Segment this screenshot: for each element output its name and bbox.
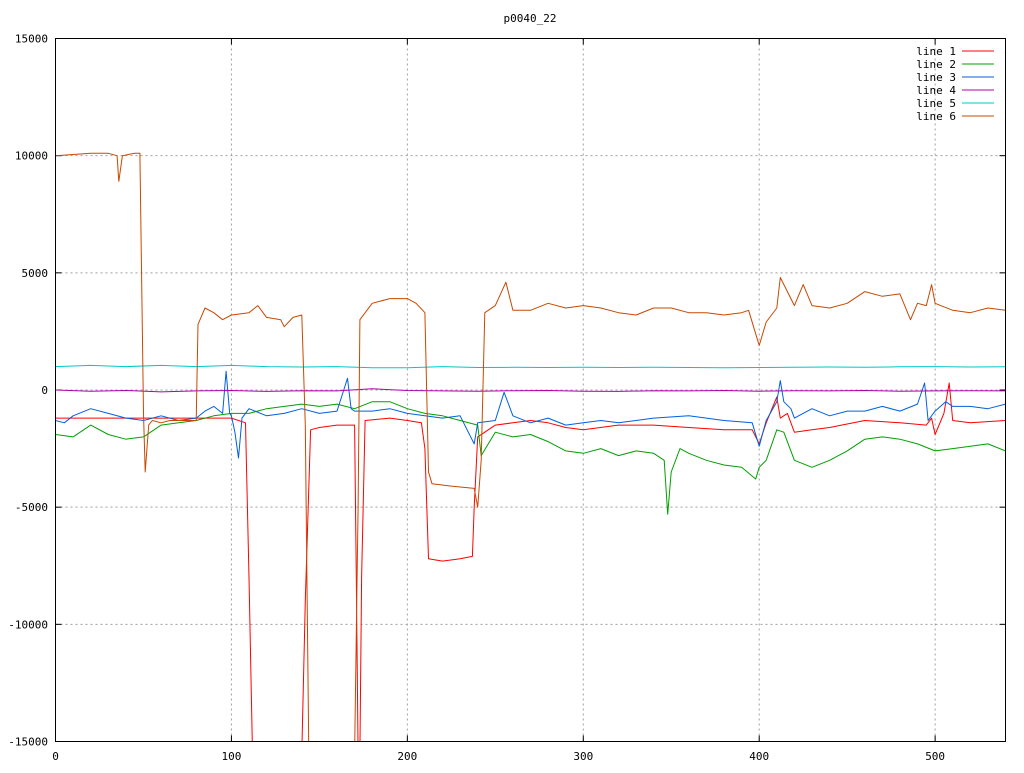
y-tick-label: 10000 — [15, 150, 48, 163]
x-tick-label: 300 — [573, 750, 593, 763]
series-line-6 — [55, 152, 1006, 742]
legend-label: line 6 — [916, 110, 956, 123]
y-tick-label: 15000 — [15, 33, 48, 46]
y-tick-label: -15000 — [8, 736, 48, 749]
legend-label: line 4 — [916, 84, 956, 97]
series-line-2 — [55, 401, 1006, 515]
series-layer — [55, 152, 1006, 742]
legend-label: line 3 — [916, 71, 956, 84]
y-tick-label: -5000 — [15, 501, 48, 514]
x-tick-label: 400 — [749, 750, 769, 763]
grid-lines — [55, 38, 1006, 742]
legend-label: line 2 — [916, 58, 956, 71]
series-line-3 — [55, 370, 1006, 459]
legend-label: line 5 — [916, 97, 956, 110]
x-tick-label: 0 — [52, 750, 59, 763]
axis-ticks: 0 100 200 300 400 500 -15000 -10000 -5000 0 5000 10… — [8, 33, 1006, 763]
x-tick-label: 100 — [221, 750, 241, 763]
x-tick-label: 500 — [925, 750, 945, 763]
y-tick-label: -10000 — [8, 618, 48, 631]
plot-frame — [55, 38, 1006, 742]
chart-title: p0040_22 — [504, 12, 557, 25]
series-line-4 — [55, 388, 1006, 393]
x-tick-label: 200 — [397, 750, 417, 763]
series-line-1 — [55, 382, 1006, 742]
legend-label: line 1 — [916, 45, 956, 58]
series-line-5 — [55, 364, 1006, 369]
y-tick-label: 0 — [41, 384, 48, 397]
y-tick-label: 5000 — [22, 267, 49, 280]
